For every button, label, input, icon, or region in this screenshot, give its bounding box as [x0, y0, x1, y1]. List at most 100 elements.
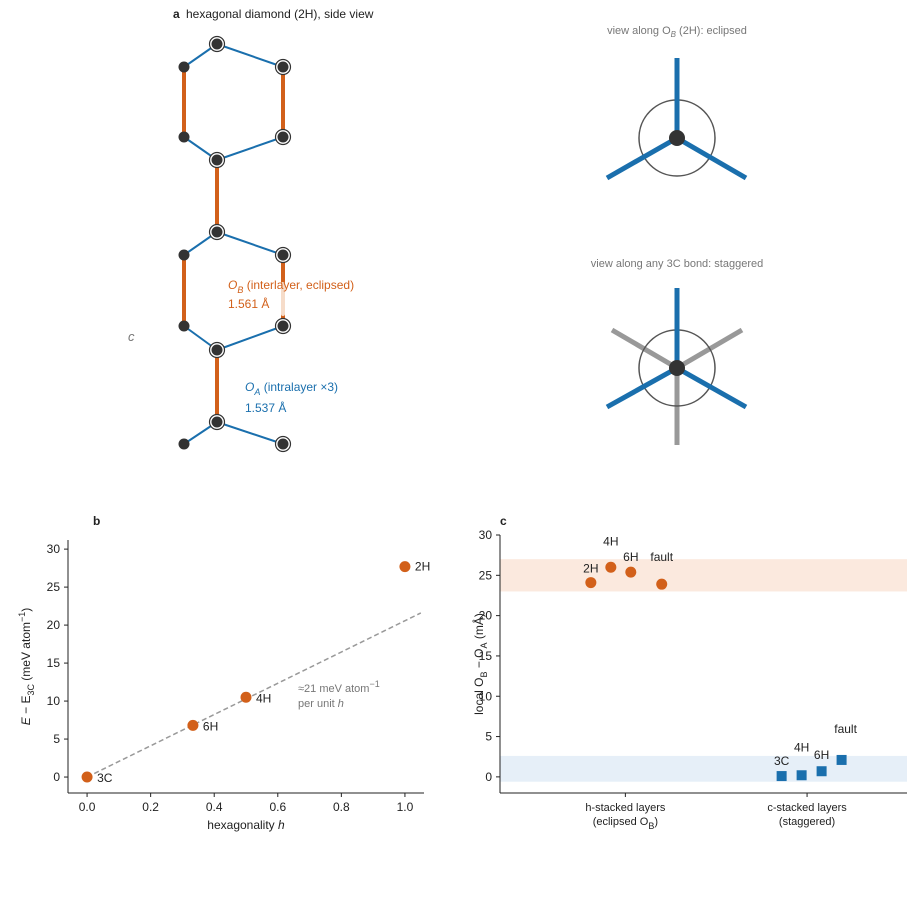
atom [211, 226, 223, 238]
atoms [178, 35, 292, 453]
x-tick-label: 0.0 [79, 800, 96, 814]
point [796, 770, 807, 781]
point [81, 771, 93, 783]
annotation: ≈21 meV atom−1 [298, 679, 380, 695]
annotation: per unit h [298, 698, 344, 710]
point-label: 6H [203, 719, 218, 733]
text-part: (meV atom [19, 622, 33, 684]
y-axis-label: E − E3C (meV atom−1) [17, 608, 36, 726]
point-label: 2H [415, 560, 430, 574]
point-label: 3C [774, 754, 790, 768]
point [625, 566, 637, 578]
point [585, 577, 597, 589]
point [836, 754, 847, 765]
point-label: fault [650, 550, 673, 564]
panel-label: b [93, 514, 100, 528]
staggered-title: view along any 3C bond: staggered [591, 258, 763, 270]
text-part: local O [472, 678, 486, 715]
point-label: 2H [583, 562, 598, 576]
y-tick-label: 30 [479, 528, 493, 542]
atom [277, 438, 289, 450]
y-tick-label: 20 [47, 618, 61, 632]
x-tick-label: 1.0 [397, 800, 414, 814]
y-tick-label: 0 [53, 770, 60, 784]
oa-length: 1.537 Å [245, 400, 286, 415]
ob-label: OB (interlayer, eclipsed) [228, 278, 354, 295]
y-tick-label: 15 [47, 656, 61, 670]
x-tick-label: h-stacked layers [585, 802, 666, 814]
atom [178, 438, 190, 450]
atom [211, 416, 223, 428]
atom [211, 38, 223, 50]
x-tick-label: 0.8 [333, 800, 350, 814]
text-part: − E [19, 696, 33, 718]
y-tick-label: 30 [47, 542, 61, 556]
oa-label: OA (intralayer ×3) [245, 380, 338, 397]
text-part: −1 [369, 679, 379, 689]
point [605, 561, 617, 573]
intralayer-bonds [183, 43, 284, 445]
y-tick-label: 5 [53, 732, 60, 746]
text-part: ) [19, 608, 33, 612]
atom [277, 249, 289, 261]
staggered-view [605, 288, 748, 445]
fit-line [86, 612, 422, 778]
point-label: 6H [814, 748, 829, 762]
atom [178, 61, 190, 73]
text-part: (staggered) [779, 816, 835, 828]
eclipsed-title: view along OB (2H): eclipsed [607, 25, 747, 39]
text-part: − O [472, 648, 486, 671]
y-tick-label: 0 [485, 770, 492, 784]
text-part: (mÅ) [471, 613, 486, 642]
x-tick-label: 0.4 [206, 800, 223, 814]
text-part: E [19, 716, 33, 725]
category-note: (eclipsed OB) [593, 816, 658, 831]
x-tick-label: 0.2 [142, 800, 159, 814]
y-tick-label: 20 [479, 609, 493, 623]
point-label: 3C [97, 771, 113, 785]
y-axis-label: local OB − OA (mÅ) [471, 613, 489, 715]
text-part: 3C [26, 684, 36, 696]
point-label: 4H [256, 691, 271, 705]
text-part: h [338, 698, 344, 710]
point [187, 719, 199, 731]
y-tick-label: 10 [479, 689, 493, 703]
band [500, 559, 907, 592]
text-part: ≈21 meV atom [298, 683, 369, 695]
atom [178, 320, 190, 332]
y-tick-label: 5 [485, 730, 492, 744]
point-label: fault [834, 722, 857, 736]
text-part: hexagonality [207, 818, 278, 832]
atom [178, 249, 190, 261]
category-note: (staggered) [779, 816, 835, 828]
atom [277, 61, 289, 73]
y-tick-label: 10 [47, 694, 61, 708]
atom [277, 131, 289, 143]
text-part: ) [654, 816, 658, 828]
structure-title: hexagonal diamond (2H), side view [186, 7, 374, 21]
point [776, 771, 787, 782]
structure [178, 35, 292, 453]
atom [211, 154, 223, 166]
axis-c: c [128, 329, 135, 344]
panel-label: c [500, 514, 507, 528]
x-axis-label: hexagonality h [207, 818, 285, 832]
atom [277, 320, 289, 332]
ob-length: 1.561 Å [228, 296, 269, 311]
y-tick-label: 15 [479, 649, 493, 663]
x-tick-label: 0.6 [269, 800, 286, 814]
eclipsed-view [605, 58, 748, 181]
y-tick-label: 25 [47, 580, 61, 594]
text-part: B [479, 671, 489, 677]
atom [178, 131, 190, 143]
text-part: −1 [17, 612, 27, 622]
x-tick-label: c-stacked layers [767, 802, 847, 814]
point [240, 691, 252, 703]
point-label: 4H [794, 740, 809, 754]
text-part: (eclipsed O [593, 816, 649, 828]
panel-label: a [173, 7, 180, 21]
point-label: 6H [623, 550, 638, 564]
text-part: B [648, 821, 654, 831]
